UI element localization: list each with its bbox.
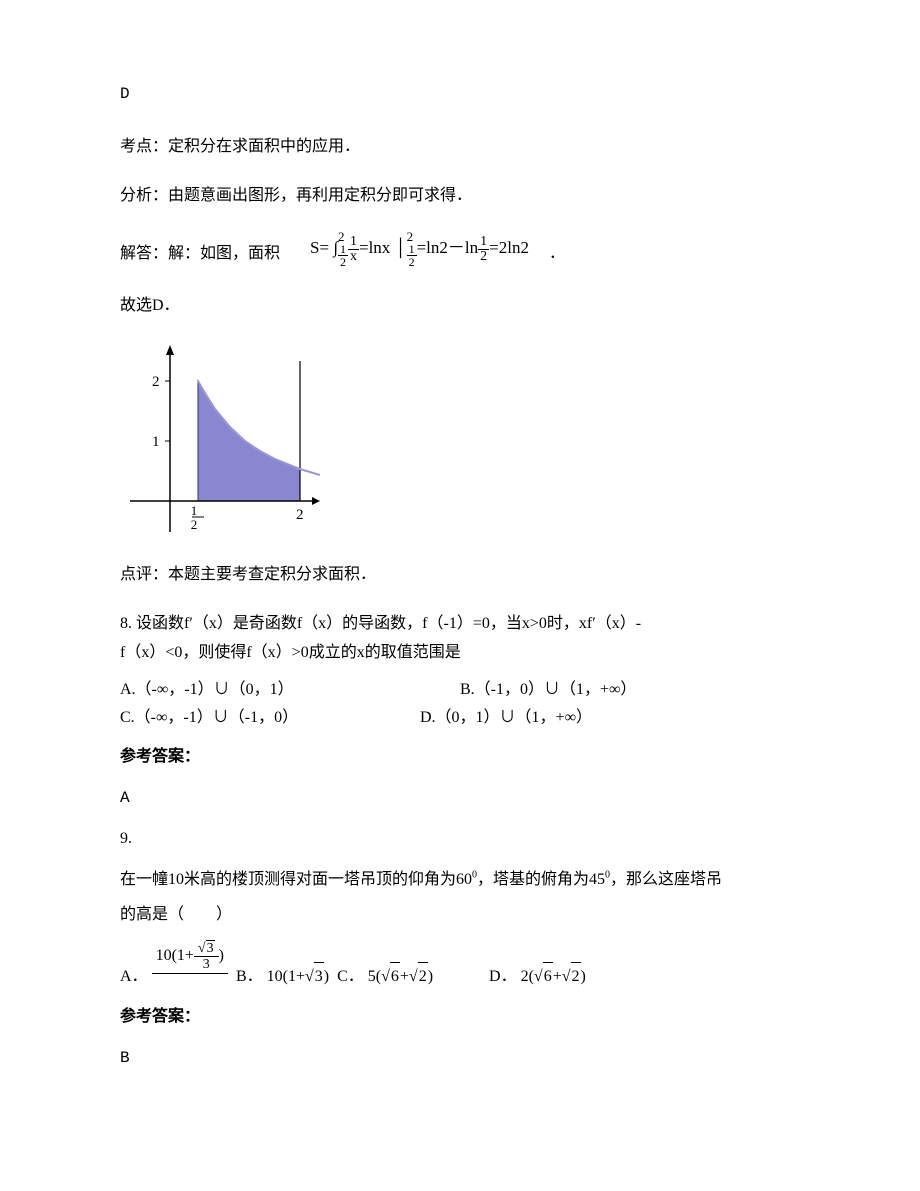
q9-c-sq2: 2 xyxy=(418,962,428,992)
svg-text:2: 2 xyxy=(191,517,198,532)
q9-angle1: 60 xyxy=(456,871,472,888)
q9-c-post: ) xyxy=(428,963,433,992)
frac2-den: 2 xyxy=(478,250,489,264)
q9-d-label: D． xyxy=(489,963,517,992)
dianping-row: 点评：本题主要考查定积分求面积． xyxy=(120,561,800,590)
jieda-prefix: 解：如图，面积 xyxy=(168,240,280,269)
ref-answer-label-8: 参考答案： xyxy=(120,743,800,772)
kaodian-text: 定积分在求面积中的应用． xyxy=(168,138,360,155)
q9-d-sq2: 2 xyxy=(571,962,581,992)
answer-7: D xyxy=(120,80,800,109)
eval-lower-den: 2 xyxy=(407,256,417,268)
q9-options: A． 10(1+33) B． 10(1+3) C． 5(6+2) D． 2(6+… xyxy=(120,940,800,991)
q9-a-sqrt: 3 xyxy=(206,940,215,956)
q9-d-pre: 2( xyxy=(521,963,534,992)
frac2-num: 1 xyxy=(478,235,489,250)
frac1-num: 1 xyxy=(348,235,359,250)
fenxi-row: 分析：由题意画出图形，再利用定积分即可求得． xyxy=(120,182,800,211)
q9-c-plus: + xyxy=(400,963,409,992)
q9-opt-a: A． 10(1+ 33) xyxy=(120,940,228,991)
q9-b-label: B． xyxy=(236,963,263,992)
svg-text:2: 2 xyxy=(296,507,304,523)
fenxi-label: 分析： xyxy=(120,187,168,204)
guxuan: 故选D． xyxy=(120,292,800,321)
formula-mid2: =ln2－ln xyxy=(417,238,479,257)
q9-b-pre: 10(1+ xyxy=(267,963,305,992)
question-9: 在一幢10米高的楼顶测得对面一塔吊顶的仰角为600，塔基的俯角为450，那么这座… xyxy=(120,862,800,932)
jieda-row: 解答： 解：如图，面积 S= ∫ 2 1 2 1 x =lnx │ 2 1 2 … xyxy=(120,230,800,268)
q9-angle2: 45 xyxy=(589,871,605,888)
q9-num: 9. xyxy=(120,825,800,854)
fenxi-text: 由题意画出图形，再利用定积分即可求得． xyxy=(168,187,472,204)
question-8: 8. 设函数f′（x）是奇函数f（x）的导函数，f（-1）=0，当x>0时，xf… xyxy=(120,610,800,668)
answer-9: B xyxy=(120,1044,800,1073)
q9-opt-b: B． 10(1+ 3) xyxy=(236,962,329,992)
formula-period: ． xyxy=(549,240,565,269)
q9-line1c: ，那么这座塔吊 xyxy=(610,871,722,888)
dianping-label: 点评： xyxy=(120,566,168,583)
q9-a-pre: 10(1+ xyxy=(156,947,194,964)
q9-line1b: ，塔基的俯角为 xyxy=(477,871,589,888)
svg-text:2: 2 xyxy=(152,374,160,390)
frac1-den: x xyxy=(348,250,359,264)
svg-text:1: 1 xyxy=(152,434,160,450)
kaodian-row: 考点：定积分在求面积中的应用． xyxy=(120,133,800,162)
q9-b-post: ) xyxy=(324,963,329,992)
q8-line2: f（x）<0，则使得f（x）>0成立的x的取值范围是 xyxy=(120,644,461,661)
q9-a-label: A． xyxy=(120,963,148,992)
ref-answer-label-9: 参考答案： xyxy=(120,1003,800,1032)
q9-c-pre: 5( xyxy=(368,963,381,992)
jieda-label: 解答： xyxy=(120,240,168,269)
q9-c-label: C． xyxy=(337,963,364,992)
q8-line1: 设函数f′（x）是奇函数f（x）的导函数，f（-1）=0，当x>0时，xf′（x… xyxy=(132,615,641,632)
q9-line2: 的高是（ ） xyxy=(120,906,232,923)
q8-opt-a: A.（-∞，-1）∪（0，1） xyxy=(120,676,460,705)
answer-8: A xyxy=(120,784,800,813)
s-eq: S= ∫ xyxy=(310,238,338,257)
int-lower-den: 2 xyxy=(338,256,348,268)
integral-graph: 12122 xyxy=(120,341,800,537)
integral-formula: S= ∫ 2 1 2 1 x =lnx │ 2 1 2 =ln2－ln 1 2 … xyxy=(310,230,529,268)
q9-a-post: ) xyxy=(219,947,224,964)
kaodian-label: 考点： xyxy=(120,138,168,155)
q9-d-sq1: 6 xyxy=(543,962,553,992)
q9-c-sq1: 6 xyxy=(390,962,400,992)
q8-opt-b: B.（-1，0）∪（1，+∞） xyxy=(460,676,636,705)
dianping-text: 本题主要考查定积分求面积． xyxy=(168,566,376,583)
q8-opt-c: C.（-∞，-1）∪（-1，0） xyxy=(120,704,420,733)
q9-opt-d: D． 2( 6+2) xyxy=(489,962,586,992)
q8-options: A.（-∞，-1）∪（0，1） B.（-1，0）∪（1，+∞） C.（-∞，-1… xyxy=(120,676,800,734)
q9-a-frac-den: 3 xyxy=(199,957,214,972)
q9-d-post: ) xyxy=(581,963,586,992)
formula-mid1: =lnx │ xyxy=(359,238,407,257)
q9-d-plus: + xyxy=(553,963,562,992)
q9-line1a: 在一幢10米高的楼顶测得对面一塔吊顶的仰角为 xyxy=(120,871,456,888)
q9-b-sqrt: 3 xyxy=(314,962,324,992)
q8-opt-d: D.（0，1）∪（1，+∞） xyxy=(420,704,592,733)
q8-num: 8. xyxy=(120,615,132,632)
svg-text:1: 1 xyxy=(191,503,198,518)
formula-end: =2ln2 xyxy=(489,238,529,257)
q9-opt-c: C． 5( 6+2) xyxy=(337,962,433,992)
